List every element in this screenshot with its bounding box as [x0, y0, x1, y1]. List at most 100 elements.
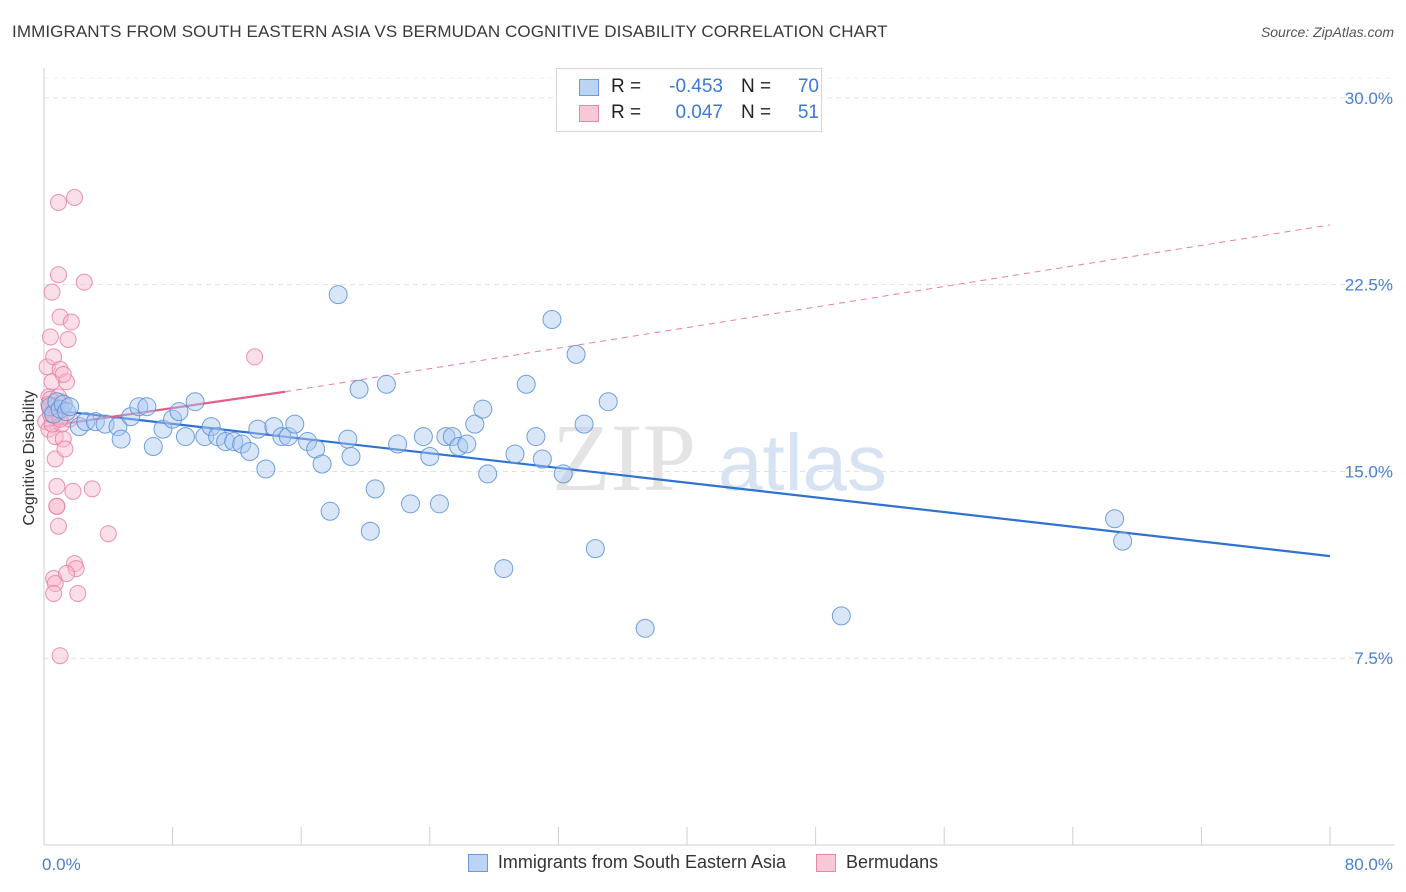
point-immigrants [429, 494, 449, 514]
point-immigrants [365, 479, 385, 499]
legend-row-blue: R = -0.453 N = 70 [579, 74, 819, 100]
point-bermudans [49, 266, 67, 284]
point-immigrants [598, 392, 618, 412]
point-immigrants [320, 501, 340, 521]
point-immigrants [635, 618, 655, 638]
point-immigrants [338, 429, 358, 449]
legend-r-value: -0.453 [669, 76, 723, 97]
point-bermudans [51, 647, 69, 665]
point-bermudans [83, 480, 101, 498]
point-immigrants [413, 427, 433, 447]
x-tick-label: 0.0% [42, 855, 81, 874]
point-immigrants [60, 397, 80, 417]
point-bermudans [59, 330, 77, 348]
point-bermudans [54, 365, 72, 383]
legend-r-label: R = [611, 76, 642, 97]
point-bermudans [49, 193, 67, 211]
y-tick-label: 7.5% [1354, 649, 1393, 668]
point-immigrants [129, 397, 149, 417]
legend-item-immigrants: Immigrants from South Eastern Asia [467, 852, 787, 873]
point-immigrants [285, 414, 305, 434]
point-immigrants [201, 417, 221, 437]
trend-line-immigrants [43, 408, 1331, 558]
point-immigrants [153, 419, 173, 439]
point-immigrants [57, 402, 77, 422]
point-bermudans [246, 348, 264, 366]
point-immigrants [465, 414, 485, 434]
trend-lines [43, 224, 1331, 558]
point-immigrants [175, 427, 195, 447]
point-immigrants [436, 427, 456, 447]
legend-label: Bermudans [846, 852, 939, 872]
point-immigrants [312, 454, 332, 474]
point-bermudans [99, 525, 117, 543]
grid-lines [44, 77, 1394, 659]
point-immigrants [553, 464, 573, 484]
legend-r-value: 0.047 [675, 102, 723, 123]
point-immigrants [449, 437, 469, 457]
legend-n-value: 70 [797, 76, 819, 97]
point-immigrants [505, 444, 525, 464]
point-immigrants [169, 402, 189, 422]
point-immigrants [185, 392, 205, 412]
point-immigrants [401, 494, 421, 514]
point-bermudans [41, 328, 59, 346]
point-immigrants [143, 437, 163, 457]
point-bermudans [43, 283, 61, 301]
stats-legend: R = -0.453 N = 70 R = 0.047 N = 51 [556, 68, 822, 132]
y-tick-label: 30.0% [1345, 89, 1393, 108]
point-immigrants [256, 459, 276, 479]
point-immigrants [341, 447, 361, 466]
point-immigrants [216, 432, 236, 452]
axes [43, 68, 1394, 846]
legend-n-label: N = [741, 76, 772, 97]
y-tick-labels: 7.5% 15.0% 22.5% 30.0% [1345, 89, 1393, 668]
watermark-zip: ZIP [552, 404, 696, 511]
legend-n-label: N = [741, 102, 772, 123]
point-immigrants [420, 447, 440, 466]
point-bermudans [75, 273, 93, 291]
legend-swatch-pink [816, 853, 837, 872]
point-bermudans [48, 497, 66, 515]
series-legend: Immigrants from South Eastern Asia Bermu… [0, 852, 1406, 873]
point-immigrants [494, 559, 514, 579]
watermark: ZIP atlas [552, 404, 887, 511]
point-immigrants [240, 442, 260, 462]
point-immigrants [121, 407, 141, 427]
x-tick-label: 80.0% [1345, 855, 1393, 874]
point-immigrants [376, 374, 396, 394]
point-bermudans [62, 313, 80, 331]
point-immigrants [831, 606, 851, 626]
legend-r-label: R = [611, 102, 642, 123]
point-immigrants [1113, 531, 1133, 551]
point-immigrants [585, 539, 605, 559]
point-immigrants [532, 449, 552, 469]
point-immigrants [328, 285, 348, 305]
point-immigrants [526, 427, 546, 447]
point-immigrants [574, 414, 594, 434]
y-tick-label: 22.5% [1345, 276, 1393, 295]
point-bermudans [49, 517, 67, 535]
point-immigrants [566, 344, 586, 364]
point-immigrants [163, 409, 183, 429]
point-immigrants [360, 521, 380, 541]
point-immigrants [516, 374, 536, 394]
point-immigrants [457, 434, 477, 454]
point-bermudans [64, 482, 82, 500]
watermark-atlas: atlas [718, 418, 887, 507]
point-immigrants [224, 432, 244, 452]
x-tick-labels: 0.0% 80.0% [42, 855, 1393, 874]
point-immigrants [478, 464, 498, 484]
legend-label: Immigrants from South Eastern Asia [497, 852, 787, 872]
point-bermudans [66, 189, 84, 206]
point-immigrants [349, 379, 369, 399]
point-bermudans [51, 308, 69, 326]
point-immigrants [232, 434, 252, 454]
point-immigrants [388, 434, 408, 454]
legend-swatch-pink [579, 104, 599, 122]
point-bermudans [67, 560, 85, 578]
point-immigrants [542, 310, 562, 330]
point-immigrants [272, 427, 292, 447]
point-immigrants [1105, 509, 1125, 529]
